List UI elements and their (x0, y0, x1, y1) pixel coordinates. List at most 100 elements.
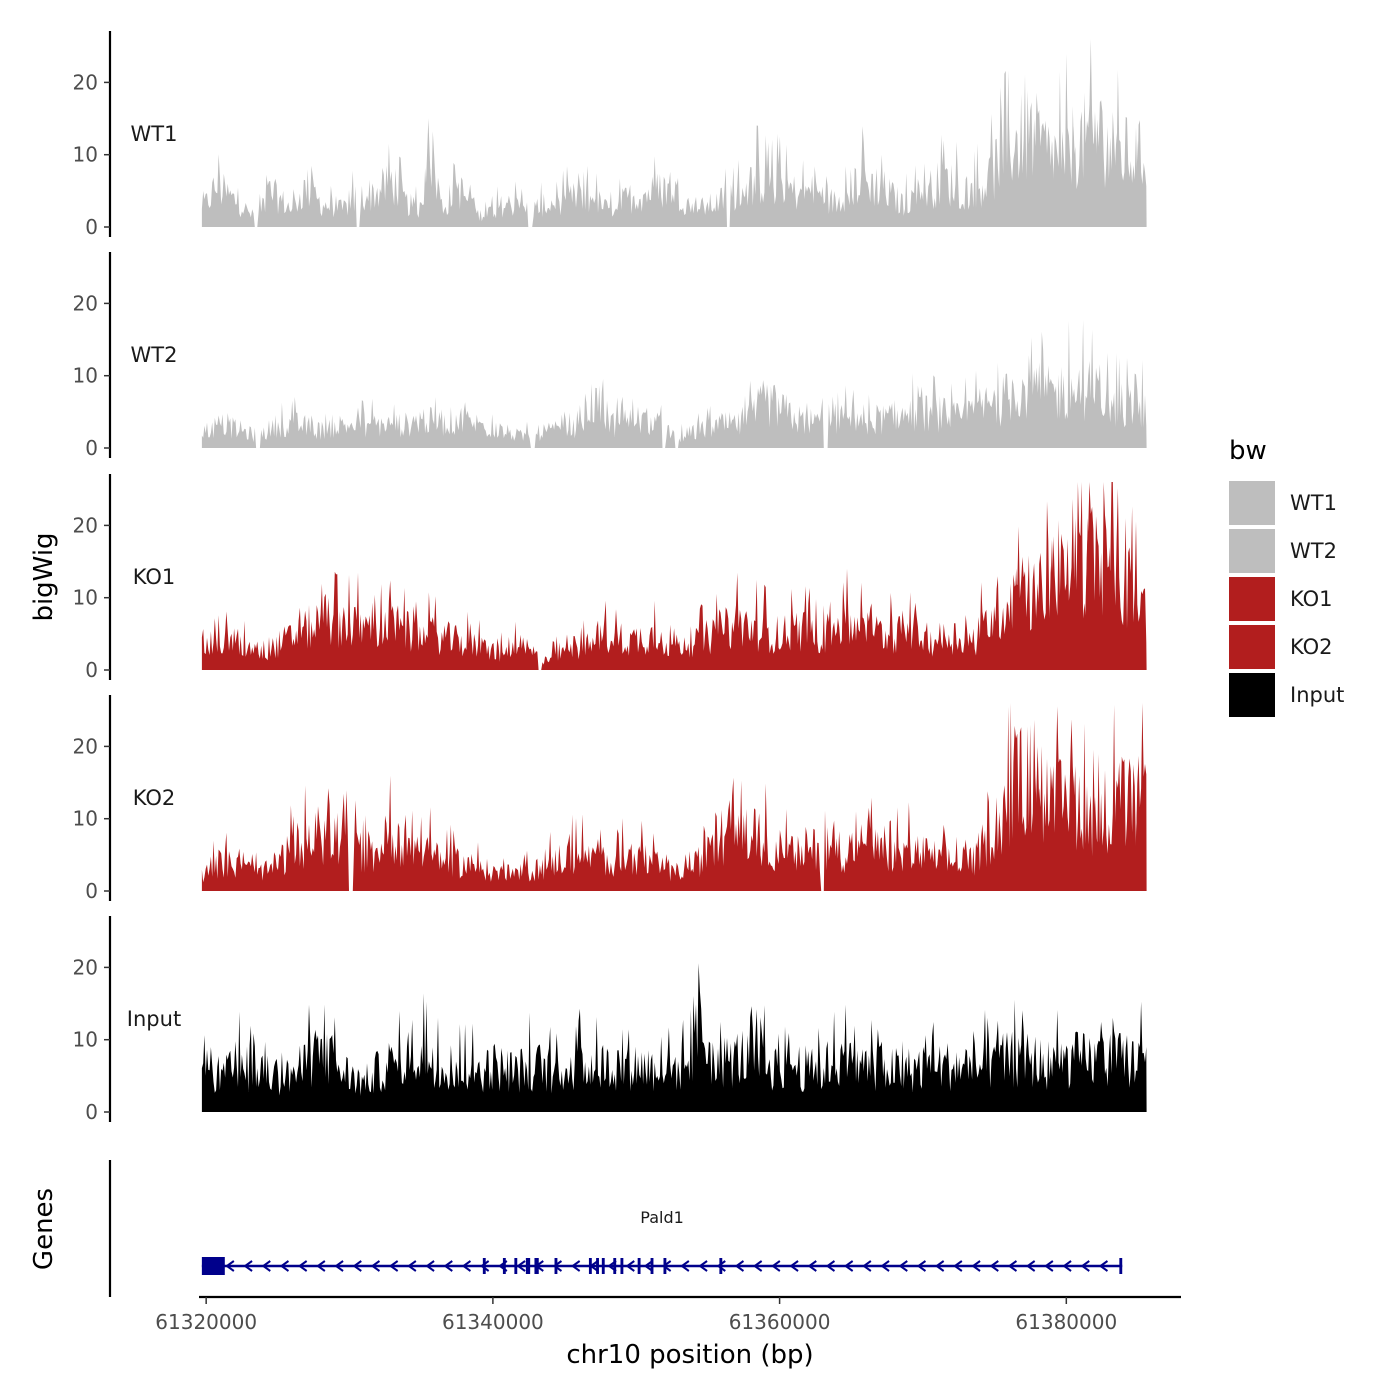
coverage-area-wt1 (201, 39, 1147, 227)
y-tick-label: 20 (73, 955, 98, 979)
strand-chevron (1007, 1260, 1018, 1272)
legend-item-ko2: KO2 (1229, 625, 1333, 669)
strand-chevron (570, 1260, 581, 1272)
peak-mark (424, 118, 433, 227)
exon (201, 1257, 225, 1275)
y-tick-label: 0 (85, 215, 98, 239)
strand-chevron (1062, 1260, 1072, 1272)
strand-chevron (752, 1260, 763, 1272)
peak-mark (1069, 775, 1078, 891)
strand-chevron (1080, 1260, 1090, 1272)
strand-chevron (297, 1260, 308, 1272)
y-axis-title: bigWig (29, 532, 59, 621)
peak-mark (1133, 782, 1142, 891)
y-tick-label: 20 (73, 513, 98, 537)
strand-chevron (825, 1260, 836, 1272)
track-ko2: 0 10 20 KO2 (73, 695, 1147, 903)
peak-mark (1026, 111, 1035, 227)
track-label: KO1 (133, 565, 176, 589)
strand-chevron (898, 1260, 908, 1272)
peak-mark (1133, 140, 1142, 227)
exon (613, 1258, 617, 1274)
peak-mark (1047, 140, 1056, 227)
strand-chevron (425, 1260, 435, 1272)
strand-chevron (698, 1260, 708, 1272)
y-tick-label: 0 (85, 879, 98, 903)
coverage-area-wt2 (201, 319, 1147, 448)
peak-mark (1033, 583, 1042, 670)
y-tick-label: 10 (73, 364, 98, 388)
strand-chevron (407, 1260, 417, 1272)
exon (482, 1258, 486, 1274)
legend-item-wt2: WT2 (1229, 529, 1337, 573)
legend-label: Input (1290, 683, 1344, 707)
track-label: Input (127, 1007, 181, 1031)
x-tick-label: 61380000 (1015, 1310, 1117, 1334)
strand-chevron (1044, 1260, 1054, 1272)
peak-mark (695, 1003, 704, 1112)
legend-label: KO2 (1290, 635, 1333, 659)
y-tick-label: 20 (73, 291, 98, 315)
exon (601, 1258, 605, 1274)
strand-chevron (225, 1260, 235, 1272)
strand-chevron (370, 1260, 381, 1272)
x-axis-title: chr10 position (bp) (566, 1340, 813, 1370)
strand-chevron (552, 1260, 563, 1272)
x-tick-label: 61320000 (155, 1310, 257, 1334)
peak-mark (1083, 518, 1092, 670)
legend-title: bw (1229, 436, 1267, 466)
peak-mark (1105, 547, 1114, 670)
legend-item-ko1: KO1 (1229, 577, 1333, 621)
strand-chevron (880, 1260, 890, 1272)
strand-chevron (807, 1260, 817, 1272)
strand-chevron (516, 1260, 526, 1272)
legend-label: WT1 (1290, 491, 1337, 515)
strand-chevron (934, 1260, 945, 1272)
track-wt2: 0 10 20 WT2 (73, 252, 1147, 460)
exon (663, 1258, 667, 1274)
strand-chevron (316, 1260, 326, 1272)
gene-pald1: Pald1 (201, 1208, 1123, 1275)
legend-item-wt1: WT1 (1229, 481, 1337, 525)
y-tick-label: 20 (73, 734, 98, 758)
legend-swatch (1229, 673, 1275, 717)
exon (502, 1258, 506, 1274)
peak-mark (1112, 782, 1121, 891)
legend-swatch (1229, 577, 1275, 621)
coverage-area-ko2 (201, 703, 1147, 891)
y-tick-label: 0 (85, 658, 98, 682)
peak-mark (1126, 568, 1135, 670)
strand-chevron (971, 1260, 981, 1272)
exon (596, 1258, 599, 1274)
y-tick-label: 10 (73, 807, 98, 831)
strand-chevron (953, 1260, 963, 1272)
strand-chevron (334, 1260, 344, 1272)
gene-label: Pald1 (640, 1208, 684, 1227)
track-label: KO2 (133, 786, 176, 810)
x-tick-label: 61340000 (442, 1310, 544, 1334)
genes-panel: Pald1 (108, 1160, 1123, 1297)
legend-item-input: Input (1229, 673, 1344, 717)
strand-chevron (716, 1260, 726, 1272)
exon (514, 1258, 518, 1274)
strand-chevron (734, 1260, 745, 1272)
x-axis: 61320000 61340000 61360000 61380000 (155, 1295, 1181, 1334)
peak-mark (1033, 746, 1042, 891)
peak-mark (1069, 125, 1078, 227)
y-tick-label: 10 (73, 1028, 98, 1052)
strand-chevron (916, 1260, 927, 1272)
exon (525, 1258, 531, 1274)
strand-chevron (479, 1260, 490, 1272)
strand-chevron (261, 1260, 271, 1272)
peak-mark (1047, 539, 1056, 670)
strand-chevron (388, 1260, 399, 1272)
y-tick-label: 10 (73, 143, 98, 167)
strand-chevron (843, 1260, 854, 1272)
strand-chevron (1098, 1260, 1109, 1272)
exon (719, 1258, 723, 1274)
coverage-area-input (201, 963, 1147, 1112)
y-tick-label: 0 (85, 1100, 98, 1124)
legend: bw WT1 WT2 KO1 KO2 Input (1229, 436, 1344, 717)
strand-chevron (443, 1260, 453, 1272)
